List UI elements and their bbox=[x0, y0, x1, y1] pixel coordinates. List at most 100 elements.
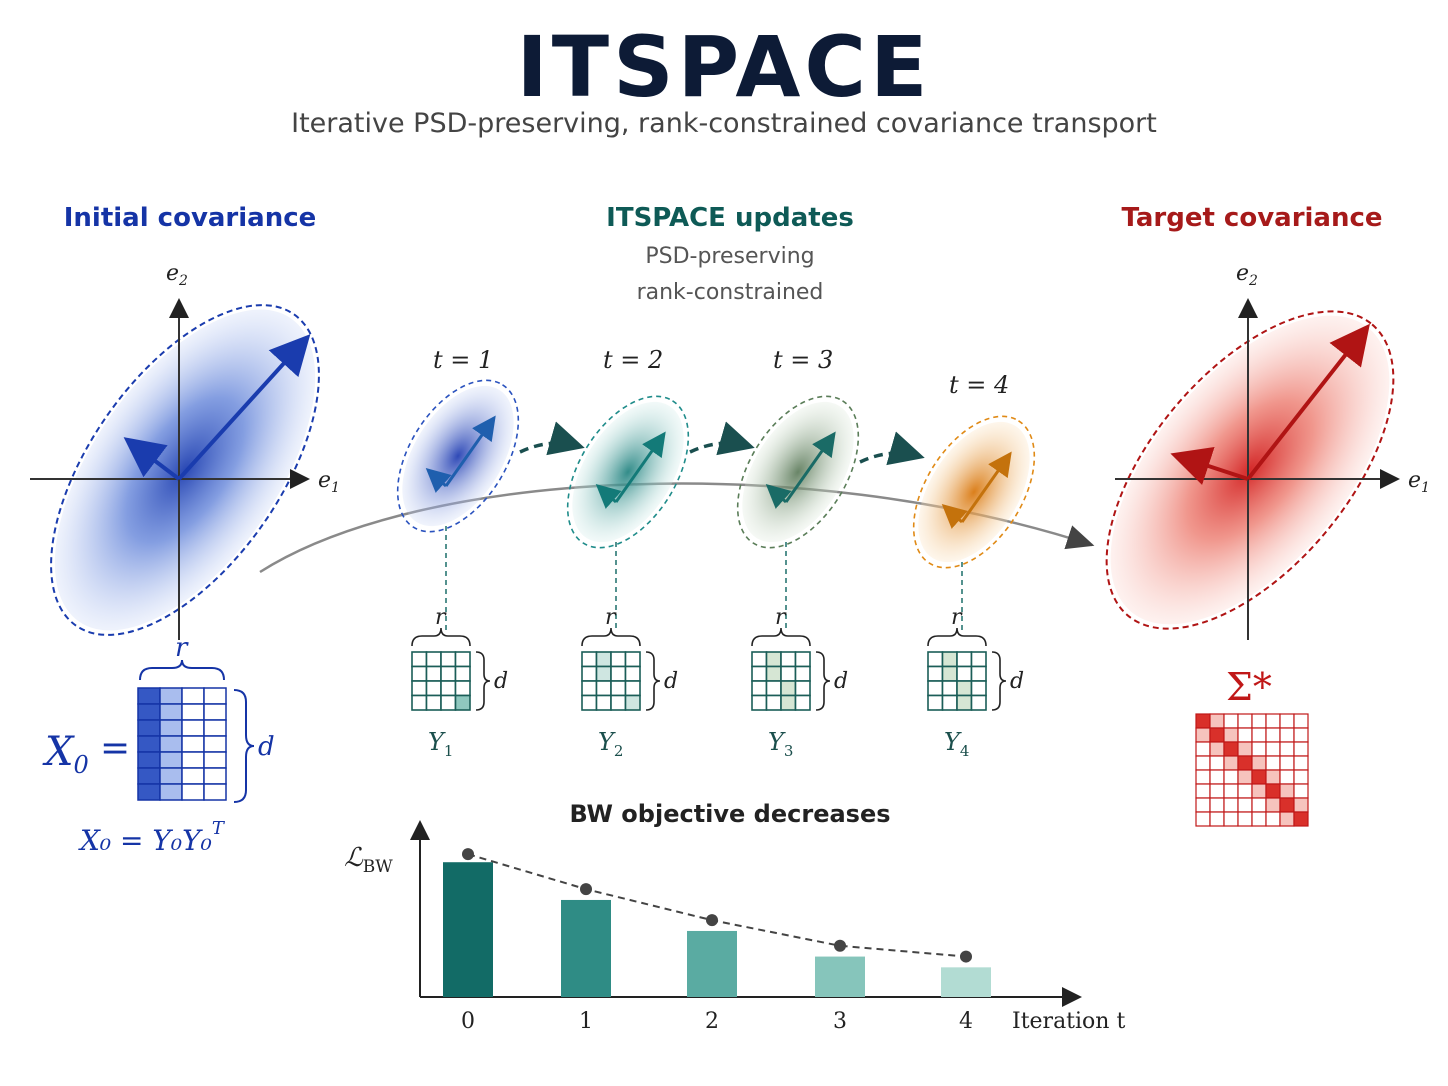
y-cell bbox=[440, 651, 457, 668]
step-t-label: t = 2 bbox=[603, 346, 663, 374]
y-d-brace bbox=[475, 651, 491, 711]
y-cell bbox=[425, 651, 442, 668]
step-transition-arrow bbox=[859, 431, 925, 466]
x0-cell bbox=[159, 767, 183, 785]
target-e2-label: e2 bbox=[1236, 261, 1258, 289]
step-ellipse-boundary bbox=[736, 395, 860, 549]
sigma-cell bbox=[1223, 755, 1239, 771]
update-step-1: t = 1 r d Y1 bbox=[396, 346, 585, 760]
initial-e2-label: e2 bbox=[166, 261, 188, 289]
sigma-cell bbox=[1251, 755, 1267, 771]
y-cell bbox=[454, 651, 471, 668]
y-cell bbox=[610, 694, 627, 711]
sigma-cell bbox=[1237, 769, 1253, 785]
itspace-updates-heading: ITSPACE updates bbox=[606, 203, 854, 233]
sigma-star-matrix-grid bbox=[1195, 713, 1309, 827]
step-t-label: t = 3 bbox=[773, 346, 833, 374]
x0-d-brace bbox=[233, 689, 255, 803]
y-cell bbox=[610, 680, 627, 697]
sigma-cell bbox=[1265, 811, 1281, 827]
target-covariance-heading: Target covariance bbox=[1121, 203, 1383, 233]
y-r-brace bbox=[751, 627, 811, 647]
y-cell bbox=[411, 665, 428, 682]
y-r-brace bbox=[411, 627, 471, 647]
sigma-cell bbox=[1237, 741, 1253, 757]
x0-cell bbox=[181, 703, 205, 721]
y-cell bbox=[624, 680, 641, 697]
step-transition-arrow bbox=[689, 421, 755, 456]
x-tick-label: 4 bbox=[959, 1009, 973, 1034]
y-cell bbox=[794, 694, 811, 711]
sigma-cell bbox=[1265, 769, 1281, 785]
sigma-cell bbox=[1279, 783, 1295, 799]
initial-covariance-plot: e1 e2 bbox=[30, 261, 340, 640]
x0-cell bbox=[181, 783, 205, 801]
y-cell bbox=[970, 665, 987, 682]
y-cell bbox=[956, 665, 973, 682]
chart-x-label: Iteration t bbox=[1012, 1009, 1125, 1034]
trend-point bbox=[960, 950, 972, 963]
sigma-cell bbox=[1265, 755, 1281, 771]
step-minor-vector bbox=[941, 504, 968, 529]
initial-covariance-heading: Initial covariance bbox=[63, 203, 317, 233]
y-cell bbox=[751, 665, 768, 682]
y-cell bbox=[581, 680, 598, 697]
y-cell bbox=[927, 694, 944, 711]
step-minor-vector bbox=[765, 484, 792, 509]
y-d-label: d bbox=[664, 669, 678, 694]
sigma-cell bbox=[1195, 741, 1211, 757]
x0-cell bbox=[159, 687, 183, 705]
y-cell bbox=[780, 680, 797, 697]
sigma-cell bbox=[1251, 713, 1267, 729]
sigma-cell bbox=[1223, 713, 1239, 729]
y-cell bbox=[454, 665, 471, 682]
y-cell bbox=[794, 680, 811, 697]
sigma-cell bbox=[1209, 783, 1225, 799]
target-major-eigenvector bbox=[1246, 323, 1370, 481]
sigma-cell bbox=[1195, 713, 1211, 729]
y-cell bbox=[440, 680, 457, 697]
x0-cell bbox=[203, 783, 227, 801]
y-cell bbox=[751, 694, 768, 711]
target-ellipse bbox=[1110, 315, 1390, 625]
sigma-cell bbox=[1223, 741, 1239, 757]
sigma-cell bbox=[1223, 769, 1239, 785]
y-cell bbox=[941, 680, 958, 697]
step-minor-vector bbox=[595, 484, 622, 509]
y-d-brace bbox=[645, 651, 661, 711]
sigma-cell bbox=[1237, 797, 1253, 813]
bar-iteration-2 bbox=[687, 930, 737, 997]
update-steps: t = 1 r d Y1 t = 2 r d Y2 t = 3 r d Y3 t = 4 r d Y4 bbox=[396, 346, 1036, 760]
y-cell bbox=[624, 665, 641, 682]
bw-objective-chart: ℒBW Iteration t 0 1 2 3 4 bbox=[344, 820, 1125, 1034]
chart-bars: 0 1 2 3 4 bbox=[443, 848, 991, 1034]
y-cell bbox=[794, 665, 811, 682]
sigma-cell bbox=[1209, 741, 1225, 757]
sigma-cell bbox=[1293, 783, 1309, 799]
sigma-cell bbox=[1265, 741, 1281, 757]
sigma-cell bbox=[1265, 783, 1281, 799]
y-d-label: d bbox=[1010, 669, 1024, 694]
update-step-2: t = 2 r d Y2 bbox=[566, 346, 755, 760]
y-r-brace bbox=[927, 627, 987, 647]
x0-cell bbox=[203, 767, 227, 785]
y-cell bbox=[970, 694, 987, 711]
y-cell bbox=[927, 680, 944, 697]
sigma-cell bbox=[1279, 727, 1295, 743]
step-ellipse bbox=[572, 401, 684, 543]
x0-cell bbox=[181, 719, 205, 737]
sigma-cell bbox=[1251, 811, 1267, 827]
y-cell bbox=[595, 680, 612, 697]
y-factor-label: Y3 bbox=[768, 728, 793, 760]
x0-cell bbox=[181, 735, 205, 753]
y-cell bbox=[425, 694, 442, 711]
sigma-cell bbox=[1195, 755, 1211, 771]
y-cell bbox=[927, 651, 944, 668]
x-tick-label: 0 bbox=[461, 1009, 475, 1034]
y-d-label: d bbox=[494, 669, 508, 694]
step-major-vector bbox=[960, 451, 1012, 523]
sigma-cell bbox=[1251, 783, 1267, 799]
initial-ellipse-boundary bbox=[50, 304, 320, 636]
sigma-cell bbox=[1293, 797, 1309, 813]
y-r-label: r bbox=[775, 605, 787, 630]
